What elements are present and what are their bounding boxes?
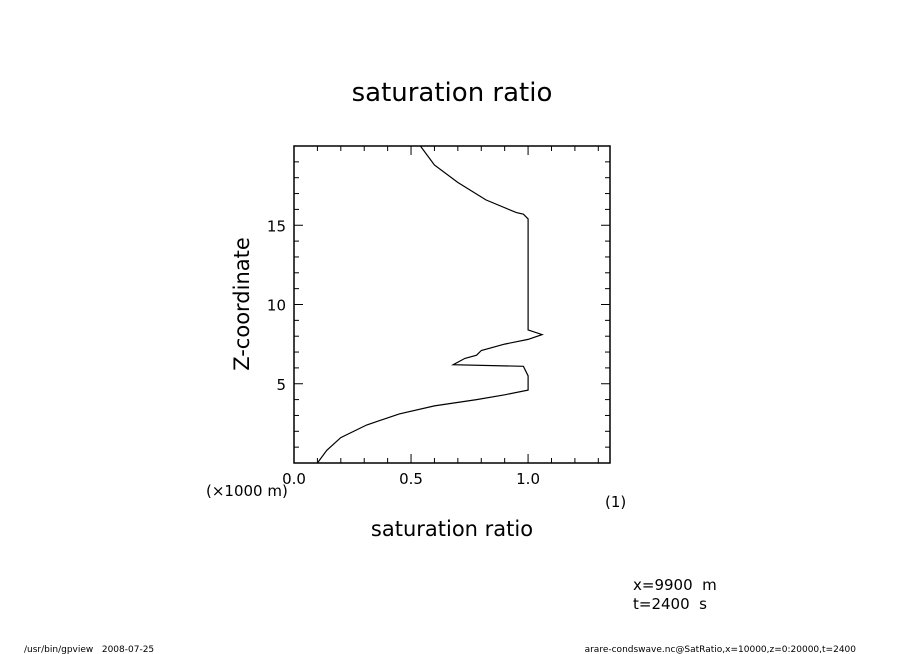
plot-frame bbox=[293, 145, 611, 464]
y-tick-label: 5 bbox=[276, 376, 286, 394]
footer-right: arare-condswave.nc@SatRatio,x=10000,z=0:… bbox=[585, 645, 857, 654]
footer-left: /usr/bin/gpview 2008-07-25 bbox=[24, 645, 154, 654]
series-line bbox=[316, 145, 544, 464]
x-info-annotation: x=9900 m bbox=[633, 576, 717, 594]
x-axis-unit: (1) bbox=[605, 493, 626, 511]
t-info-annotation: t=2400 s bbox=[633, 595, 707, 613]
axis-ticks bbox=[293, 146, 610, 463]
x-tick-label: 0.0 bbox=[282, 470, 306, 488]
y-tick-labels: 5 10 15 bbox=[267, 217, 286, 394]
y-tick-label: 10 bbox=[267, 297, 286, 315]
x-tick-label: 0.5 bbox=[399, 470, 423, 488]
x-tick-label: 1.0 bbox=[516, 470, 540, 488]
x-tick-labels: 0.0 0.5 1.0 bbox=[282, 470, 540, 488]
y-axis-label: Z-coordinate bbox=[230, 237, 254, 371]
chart-title: saturation ratio bbox=[352, 78, 553, 108]
y-tick-label: 15 bbox=[267, 217, 286, 235]
y-axis-unit: (×1000 m) bbox=[206, 482, 288, 500]
x-axis-label: saturation ratio bbox=[371, 517, 533, 541]
